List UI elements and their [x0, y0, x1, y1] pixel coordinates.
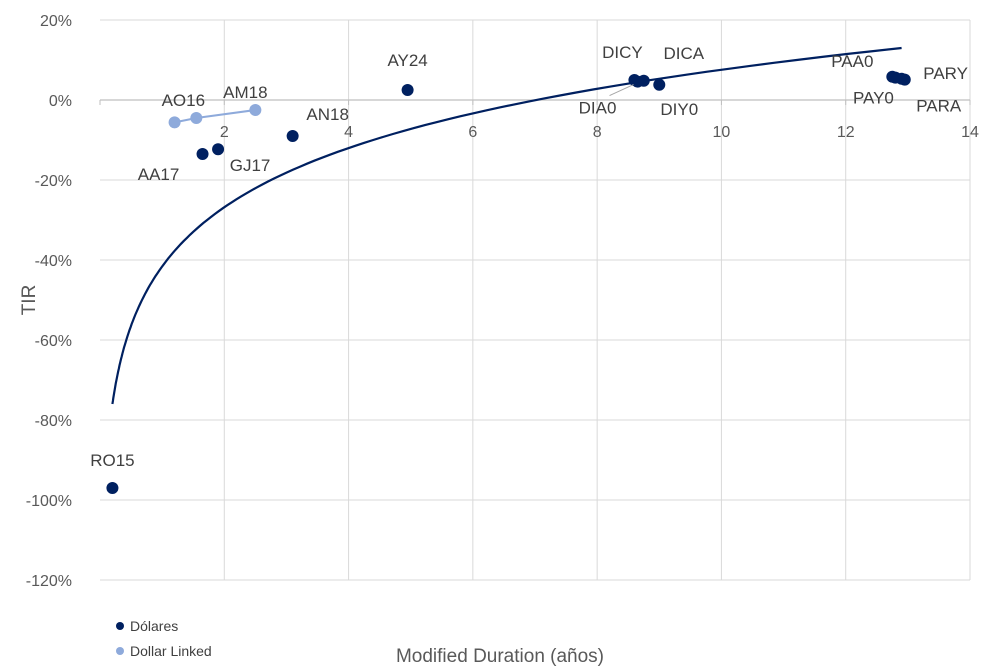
- dollar-linked-line: [174, 109, 256, 124]
- y-tick-label: -40%: [35, 253, 72, 270]
- legend-marker-dollar-linked: [116, 647, 124, 655]
- data-point: [286, 130, 299, 142]
- legend: Dólares Dollar Linked: [116, 618, 212, 659]
- data-point: [653, 78, 666, 91]
- data-point: [631, 75, 644, 88]
- legend-label-dolares: Dólares: [130, 618, 178, 634]
- data-point: [898, 73, 911, 86]
- point-label: DIY0: [660, 100, 698, 119]
- gridlines: [100, 19, 971, 581]
- data-series: [106, 70, 911, 494]
- label-leader-line: [609, 84, 634, 97]
- point-label: AA17: [138, 165, 180, 184]
- x-axis-title: Modified Duration (años): [396, 646, 604, 667]
- point-label: AO16: [162, 91, 205, 110]
- point-label: GJ17: [230, 156, 271, 175]
- x-tick-label: 8: [593, 124, 602, 141]
- data-point: [190, 112, 203, 124]
- legend-label-dollar-linked: Dollar Linked: [130, 643, 212, 659]
- x-tick-label: 4: [344, 124, 353, 141]
- x-tick-label: 12: [837, 124, 855, 141]
- data-point: [106, 482, 119, 494]
- x-tick-label: 14: [961, 124, 979, 141]
- x-tick-label: 2: [220, 124, 229, 141]
- y-tick-label: -80%: [35, 413, 72, 430]
- legend-marker-dolares: [116, 622, 124, 630]
- point-label: RO15: [90, 451, 134, 470]
- y-tick-label: -60%: [35, 333, 72, 350]
- point-labels: RO15 AA17 GJ17 AN18 AY24 DICY DICA DIA0 DIY0 PAA0…: [90, 43, 968, 470]
- point-label: PARA: [916, 97, 962, 116]
- tick-labels: 20% 0% -20% -40% -60% -80% -100% -120% 2 4 6 8 10 12 1…: [26, 13, 979, 590]
- trendline-group: [111, 46, 902, 405]
- point-label: AY24: [387, 51, 427, 70]
- data-point: [212, 143, 225, 156]
- y-tick-label: -120%: [26, 573, 72, 590]
- data-point: [401, 84, 414, 96]
- y-tick-label: 0%: [49, 93, 72, 110]
- point-label: AN18: [306, 105, 349, 124]
- y-tick-label: -100%: [26, 493, 72, 510]
- x-tick-label: 10: [713, 124, 731, 141]
- y-tick-label: -20%: [35, 173, 72, 190]
- x-tick-label: 6: [468, 124, 477, 141]
- point-label: DICY: [602, 43, 643, 62]
- data-point: [168, 116, 181, 129]
- y-tick-label: 20%: [40, 13, 72, 30]
- point-label: PAY0: [853, 89, 894, 108]
- point-label: PARY: [923, 64, 968, 83]
- y-axis-title: TIR: [19, 285, 40, 316]
- point-label: AM18: [223, 83, 267, 102]
- point-label: DIA0: [579, 99, 617, 118]
- data-point: [249, 104, 262, 116]
- point-label: PAA0: [831, 52, 873, 71]
- point-label: DICA: [663, 44, 704, 63]
- trendline: [111, 46, 902, 405]
- data-point: [196, 148, 209, 160]
